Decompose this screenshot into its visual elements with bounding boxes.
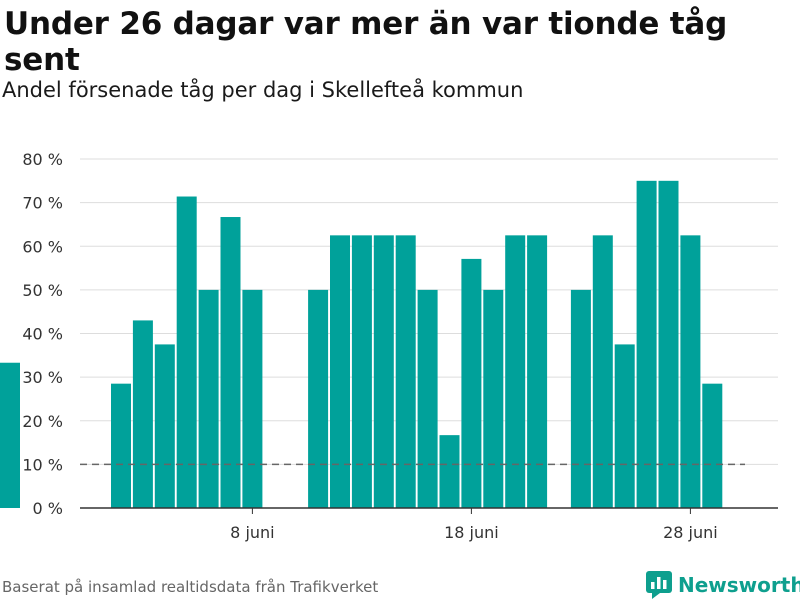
bar xyxy=(351,235,372,508)
bar xyxy=(527,235,548,508)
bar xyxy=(614,344,635,508)
y-tick-label: 30 % xyxy=(22,368,63,387)
bar xyxy=(198,289,219,508)
bar xyxy=(373,235,394,508)
bar xyxy=(242,289,263,508)
brand-name: Newsworthy xyxy=(678,573,800,597)
chart-title: Under 26 dagar var mer än var tionde tåg… xyxy=(4,6,728,78)
bar xyxy=(0,362,20,508)
x-tick-label: 8 juni xyxy=(230,523,274,542)
bar xyxy=(220,217,241,509)
y-tick-label: 20 % xyxy=(22,412,63,431)
bar-layer xyxy=(0,180,723,509)
newsworthy-icon xyxy=(646,571,672,599)
chart-subtitle: Andel försenade tåg per dag i Skellefteå… xyxy=(2,78,524,102)
y-tick-label: 80 % xyxy=(22,150,63,169)
bar xyxy=(154,344,175,508)
source-note: Baserat på insamlad realtidsdata från Tr… xyxy=(2,578,379,596)
y-tick-label: 70 % xyxy=(22,194,63,213)
bar xyxy=(658,180,679,508)
x-tick-label: 28 juni xyxy=(663,523,718,542)
bar xyxy=(111,383,131,508)
bar xyxy=(505,235,526,508)
bar xyxy=(330,235,350,508)
bar xyxy=(680,235,701,508)
y-tick-label: 40 % xyxy=(22,325,63,344)
bar xyxy=(570,289,591,508)
y-tick-label: 0 % xyxy=(33,499,63,518)
bar xyxy=(395,235,416,508)
bar xyxy=(592,235,613,508)
bar xyxy=(308,289,329,508)
y-tick-label: 50 % xyxy=(22,281,63,300)
bar xyxy=(702,383,723,508)
bar xyxy=(636,180,657,508)
bar xyxy=(176,196,197,508)
bar xyxy=(417,289,438,508)
bar xyxy=(483,289,504,508)
axis-layer: 0 % 10 % 20 % 30 % 40 % 50 % 60 % 70 % 80 % 8 jun… xyxy=(22,150,778,542)
bar xyxy=(461,258,482,508)
brand-logo: Newsworthy xyxy=(646,570,800,600)
x-tick-label: 18 juni xyxy=(444,523,499,542)
y-tick-label: 60 % xyxy=(22,237,63,256)
y-tick-label: 10 % xyxy=(22,455,63,474)
bar xyxy=(439,435,460,508)
bar xyxy=(132,320,153,508)
